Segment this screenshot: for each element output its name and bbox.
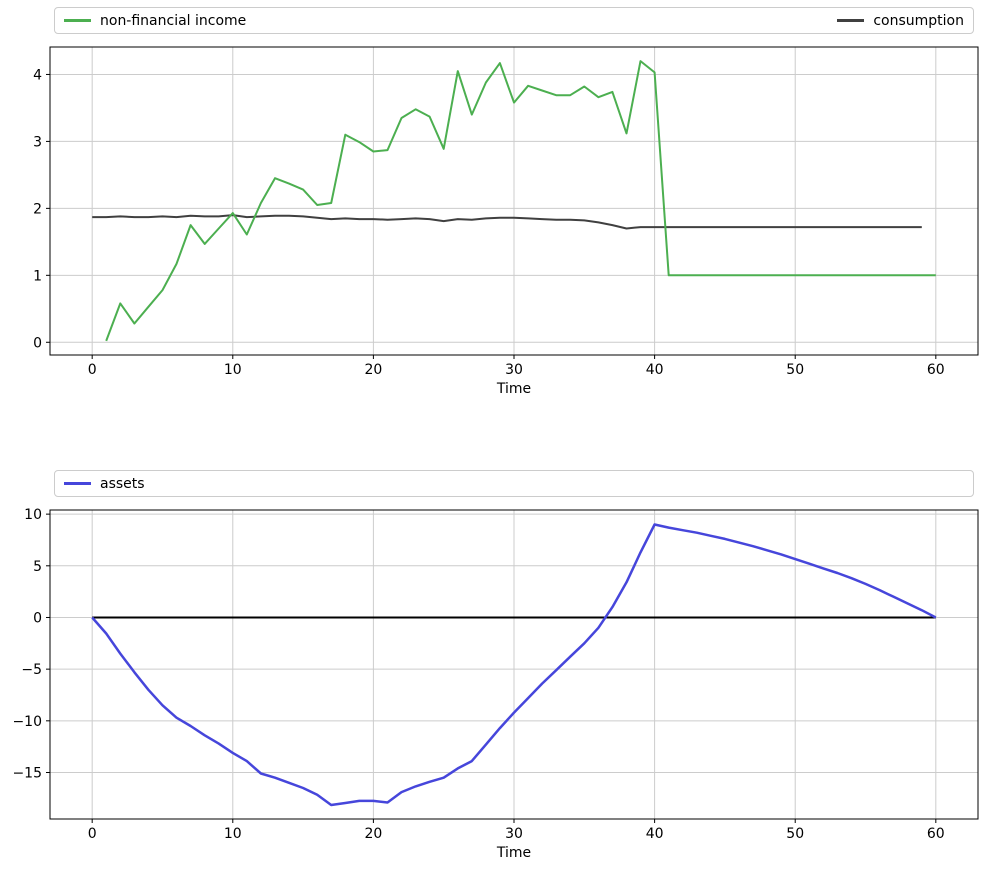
consumption-line — [92, 214, 922, 230]
x-tick-label: 60 — [927, 362, 945, 378]
legend-item-consumption: consumption — [837, 14, 964, 28]
x-tick-label: 50 — [786, 826, 804, 842]
x-tick-label: 0 — [88, 826, 97, 842]
legend-label-income: non-financial income — [100, 12, 247, 29]
y-tick-label: 0 — [33, 610, 42, 626]
x-tick-label: 50 — [786, 362, 804, 378]
y-tick-label: 10 — [24, 507, 42, 523]
y-tick-label: −5 — [21, 662, 42, 678]
consumption-line-swatch — [837, 19, 865, 22]
y-tick-label: −10 — [12, 714, 42, 730]
legend-assets: assets — [54, 470, 974, 497]
legend-item-assets: assets — [64, 477, 145, 491]
y-tick-label: 0 — [33, 335, 42, 351]
y-tick-label: 3 — [33, 134, 42, 150]
assets-line — [91, 523, 937, 807]
x-tick-label: 20 — [364, 362, 382, 378]
y-tick-label: 5 — [33, 559, 42, 575]
assets-line-swatch — [64, 482, 91, 485]
x-tick-label: 60 — [927, 826, 945, 842]
x-tick-label: 30 — [505, 362, 523, 378]
y-tick-label: 2 — [33, 201, 42, 217]
x-tick-label: 0 — [88, 362, 97, 378]
x-axis-label: Time — [496, 381, 531, 397]
x-axis-label: Time — [496, 845, 531, 861]
chart-0: 0 10 20 30 40 50 60 0 1 2 3 4 Time — [33, 46, 979, 397]
y-tick-label: −15 — [12, 765, 42, 781]
x-tick-label: 20 — [364, 826, 382, 842]
y-tick-label: 1 — [33, 268, 42, 284]
x-tick-label: 30 — [505, 826, 523, 842]
x-tick-label: 40 — [646, 826, 664, 842]
x-tick-label: 10 — [224, 826, 242, 842]
legend-label-consumption: consumption — [873, 12, 964, 29]
legend-income-consumption: non-financial income consumption — [54, 7, 974, 34]
legend-label-assets: assets — [100, 475, 145, 492]
non-financial-income-line — [105, 60, 936, 342]
y-tick-label: 4 — [33, 67, 42, 83]
x-tick-label: 40 — [646, 362, 664, 378]
legend-item-income: non-financial income — [64, 14, 246, 28]
x-tick-label: 10 — [224, 362, 242, 378]
income-line-swatch — [64, 19, 91, 22]
